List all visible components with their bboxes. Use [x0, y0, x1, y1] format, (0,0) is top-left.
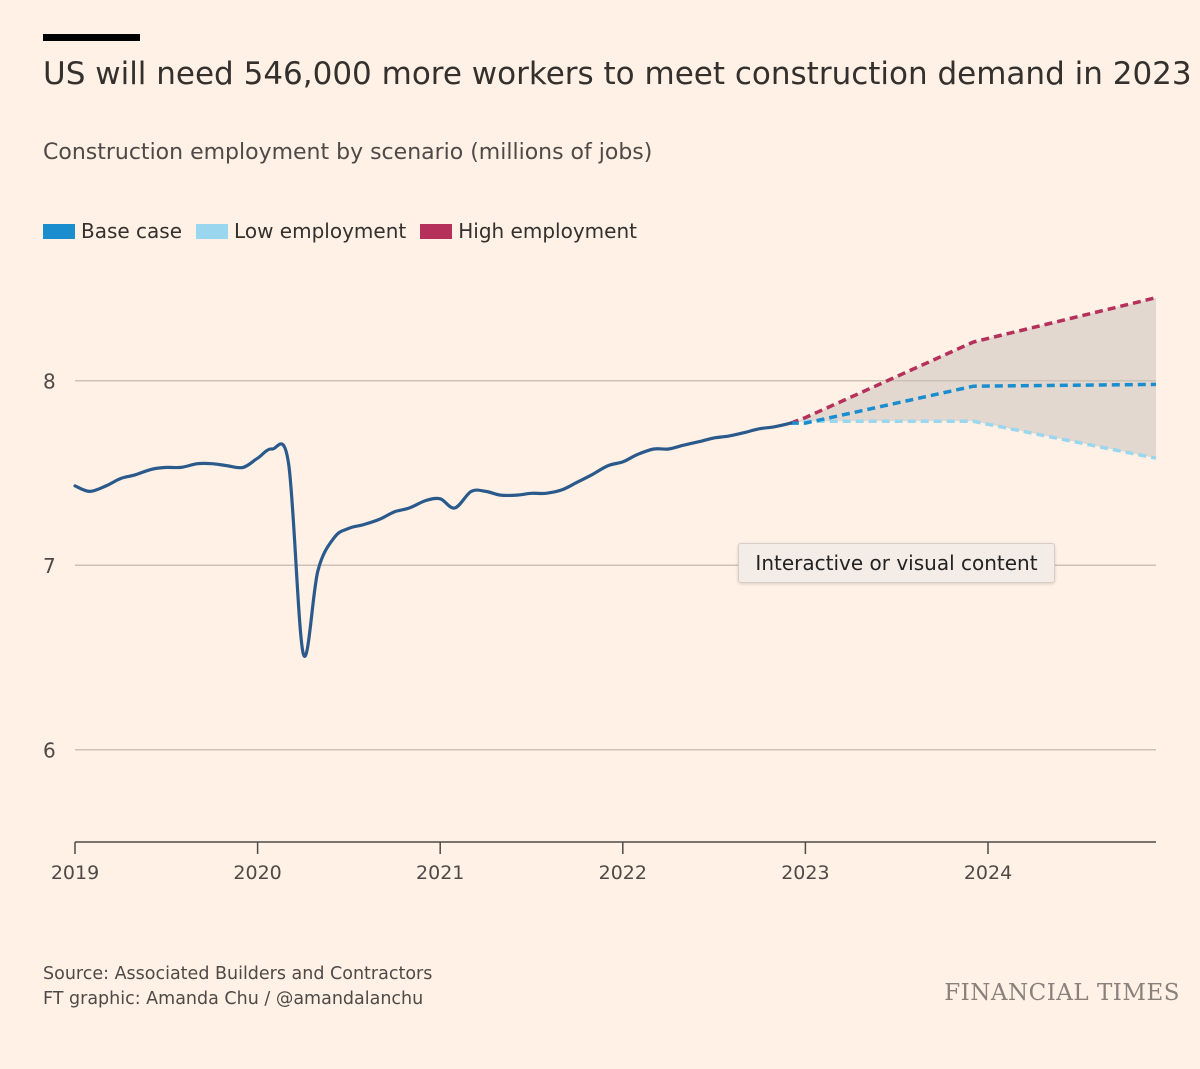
x-tick-label-2022: 2022: [599, 862, 647, 884]
ft-logo: FINANCIAL TIMES: [944, 980, 1180, 1006]
source-note: Source: Associated Builders and Contract…: [43, 964, 433, 984]
legend-item-low: Low employment: [196, 219, 406, 243]
x-tick-label-2020: 2020: [233, 862, 281, 884]
legend-label-low: Low employment: [234, 219, 407, 243]
series-high-employment-line: [790, 295, 1157, 425]
legend: Base case Low employment High employment: [43, 219, 651, 243]
content-placeholder-tooltip: Interactive or visual content: [738, 543, 1055, 583]
y-tick-label-6: 6: [43, 739, 56, 763]
graphic-credit: FT graphic: Amanda Chu / @amandalanchu: [43, 989, 424, 1009]
x-tick-label-2021: 2021: [416, 862, 464, 884]
header-accent-bar: [43, 34, 140, 41]
scenario-range-band: [790, 297, 1156, 459]
chart-title: US will need 546,000 more workers to mee…: [43, 56, 1192, 92]
chart-subtitle: Construction employment by scenario (mil…: [43, 140, 653, 165]
legend-item-high: High employment: [420, 219, 637, 243]
series-historical-line: [73, 421, 793, 658]
y-tick-label-8: 8: [43, 370, 56, 394]
x-tick-label-2024: 2024: [964, 862, 1012, 884]
series-base-case-line: [790, 382, 1157, 425]
legend-label-high: High employment: [458, 219, 637, 243]
x-tick-label-2023: 2023: [781, 862, 829, 884]
legend-swatch-low: [196, 223, 229, 239]
legend-label-base: Base case: [81, 219, 183, 243]
y-tick-label-7: 7: [43, 554, 56, 578]
legend-swatch-high: [420, 223, 453, 239]
chart-footer: Source: Associated Builders and Contract…: [43, 962, 432, 1012]
legend-item-base: Base case: [43, 219, 182, 243]
x-tick-label-2019: 2019: [51, 862, 99, 884]
legend-swatch-base: [43, 223, 75, 239]
